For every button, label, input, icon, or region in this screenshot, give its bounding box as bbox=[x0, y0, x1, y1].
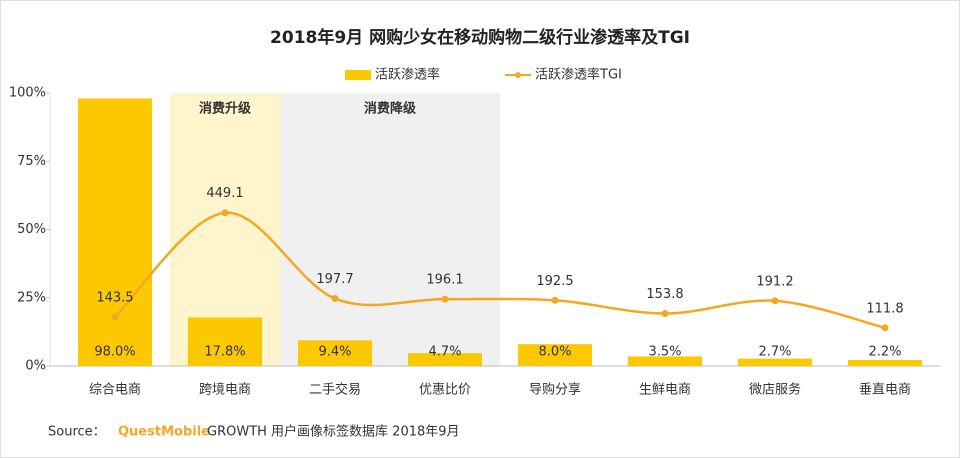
region bbox=[280, 93, 500, 366]
x-tick-label: 优惠比价 bbox=[419, 383, 471, 398]
bar bbox=[848, 359, 922, 366]
bar bbox=[738, 358, 812, 366]
bar-value-label: 8.0% bbox=[538, 345, 571, 360]
source-prefix: Source： bbox=[48, 425, 106, 440]
line-point bbox=[221, 209, 229, 217]
legend-swatch-dot bbox=[515, 72, 521, 78]
line-value-label: 197.7 bbox=[316, 272, 353, 287]
y-tick-label: 25% bbox=[17, 290, 46, 305]
region-label: 消费降级 bbox=[364, 101, 417, 117]
source: Source： QuestMobile GROWTH 用户画像标签数据库 201… bbox=[48, 424, 460, 440]
line-value-label: 111.8 bbox=[866, 301, 903, 316]
legend-label: 活跃渗透率TGI bbox=[535, 67, 622, 83]
bar-value-label: 17.8% bbox=[204, 345, 245, 360]
bar bbox=[408, 353, 482, 366]
chart-title: 2018年9月 网购少女在移动购物二级行业渗透率及TGI bbox=[270, 27, 690, 48]
bar-value-label: 98.0% bbox=[94, 345, 135, 360]
line-point bbox=[661, 310, 669, 318]
line-point bbox=[771, 297, 779, 305]
x-tick-label: 跨境电商 bbox=[199, 383, 251, 398]
line-value-label: 449.1 bbox=[206, 186, 243, 201]
legend-swatch bbox=[345, 70, 371, 80]
source-text: GROWTH 用户画像标签数据库 2018年9月 bbox=[207, 424, 460, 440]
x-tick-label: 二手交易 bbox=[309, 382, 361, 398]
line-point bbox=[441, 295, 449, 303]
line-value-label: 143.5 bbox=[96, 291, 133, 306]
x-tick-label: 生鲜电商 bbox=[639, 383, 691, 398]
bar bbox=[518, 344, 592, 366]
region-label: 消费升级 bbox=[199, 101, 252, 117]
legend-label: 活跃渗透率 bbox=[375, 67, 440, 83]
y-tick-label: 50% bbox=[17, 222, 46, 237]
line-point bbox=[551, 296, 559, 304]
bar bbox=[78, 98, 152, 367]
x-tick-label: 综合电商 bbox=[89, 383, 141, 398]
line-value-label: 196.1 bbox=[426, 273, 463, 288]
source-brand: QuestMobile bbox=[118, 425, 210, 440]
y-tick-label: 0% bbox=[25, 359, 46, 374]
line-point bbox=[881, 324, 889, 332]
x-tick-label: 垂直电商 bbox=[859, 383, 911, 398]
bar-value-label: 9.4% bbox=[318, 345, 351, 360]
line-value-label: 153.8 bbox=[646, 287, 683, 302]
line-value-label: 191.2 bbox=[756, 274, 793, 289]
bar bbox=[188, 317, 262, 366]
bar-value-label: 2.7% bbox=[758, 345, 791, 360]
x-tick-label: 微店服务 bbox=[749, 382, 801, 398]
x-tick-label: 导购分享 bbox=[529, 382, 581, 398]
bar bbox=[298, 340, 372, 366]
line-value-label: 192.5 bbox=[536, 274, 573, 289]
y-tick-label: 100% bbox=[9, 86, 46, 101]
bar-value-label: 3.5% bbox=[648, 345, 681, 360]
bar bbox=[628, 356, 702, 366]
line-point bbox=[111, 313, 119, 321]
bar-value-label: 2.2% bbox=[868, 345, 901, 360]
line-point bbox=[331, 295, 339, 303]
y-tick-label: 75% bbox=[17, 154, 46, 169]
bar-value-label: 4.7% bbox=[428, 345, 461, 360]
